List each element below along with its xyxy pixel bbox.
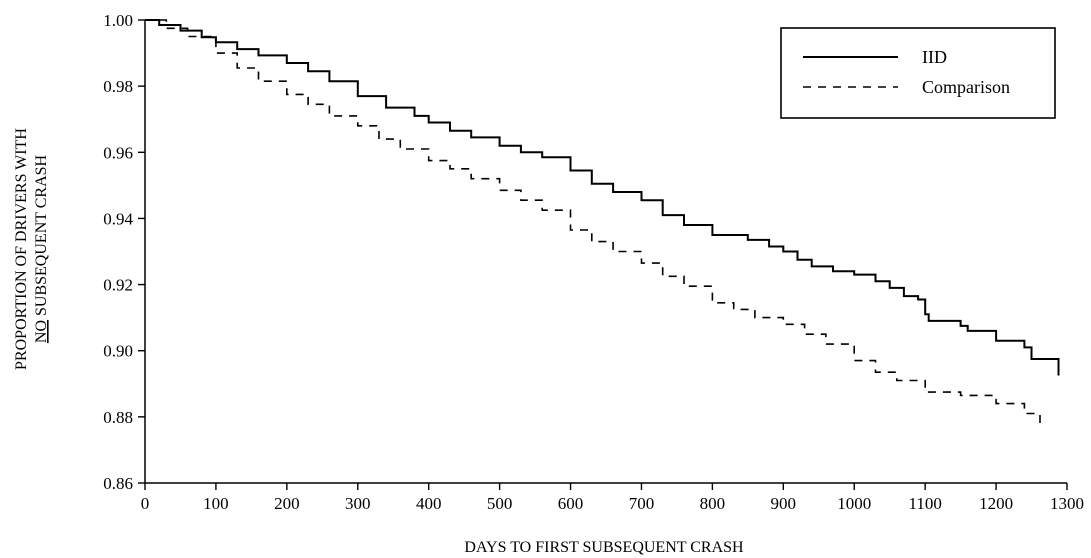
x-tick-label: 400 <box>416 494 442 513</box>
legend-box <box>780 27 1056 119</box>
y-axis-title-line2-rest: SUBSEQUENT CRASH <box>33 154 50 320</box>
x-tick-label: 700 <box>629 494 655 513</box>
axes: 0.86 0.88 0.90 0.92 0.94 0.96 0.98 1.00 0 100 200 3… <box>103 11 1084 513</box>
x-axis-title: DAYS TO FIRST SUBSEQUENT CRASH <box>464 539 744 556</box>
y-tick-label: 1.00 <box>103 11 133 30</box>
x-tick-label: 1100 <box>908 494 941 513</box>
y-axis-title-underlined-word: NO <box>33 320 50 343</box>
x-tick-label: 100 <box>203 494 229 513</box>
y-tick-label: 0.90 <box>103 342 133 361</box>
x-tick-label: 800 <box>700 494 726 513</box>
x-tick-label: 300 <box>345 494 371 513</box>
legend: IID Comparison <box>780 27 1056 119</box>
y-axis-title-line1: PROPORTION OF DRIVERS WITH <box>13 128 30 370</box>
y-axis-title-line2: NO SUBSEQUENT CRASH <box>33 154 50 343</box>
series-lines <box>145 19 1060 424</box>
x-tick-label: 600 <box>558 494 584 513</box>
x-tick-label: 1000 <box>837 494 871 513</box>
y-tick-label: 0.94 <box>103 209 133 228</box>
x-tick-label: 200 <box>274 494 300 513</box>
y-tick-label: 0.96 <box>103 143 133 162</box>
y-tick-label: 0.86 <box>103 474 133 493</box>
x-tick-label: 0 <box>141 494 150 513</box>
y-tick-label: 0.88 <box>103 408 133 427</box>
x-tick-label: 1300 <box>1050 494 1084 513</box>
x-tick-label: 1200 <box>979 494 1013 513</box>
x-tick-label: 900 <box>771 494 797 513</box>
y-axis-title: PROPORTION OF DRIVERS WITH NO SUBSEQUENT… <box>13 128 50 370</box>
y-tick-label: 0.92 <box>103 276 133 295</box>
series-line-iid <box>145 19 1060 376</box>
x-tick-label: 500 <box>487 494 513 513</box>
legend-comparison-label: Comparison <box>922 77 1010 97</box>
y-tick-label: 0.98 <box>103 77 133 96</box>
legend-iid-label: IID <box>922 47 947 67</box>
